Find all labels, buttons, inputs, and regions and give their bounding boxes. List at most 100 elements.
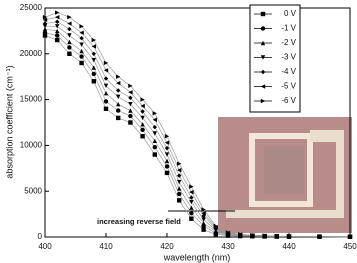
- data-point: [91, 51, 96, 56]
- data-point: [42, 33, 48, 38]
- data-point: [274, 233, 279, 239]
- data-point: [177, 191, 182, 197]
- data-point: [177, 161, 182, 166]
- data-point: [79, 30, 84, 35]
- data-point: [116, 88, 121, 93]
- data-point: [55, 19, 60, 24]
- data-point: [79, 60, 84, 66]
- data-point: [262, 233, 267, 238]
- x-tick-label: 410: [99, 242, 113, 251]
- data-point: [128, 95, 133, 100]
- data-point: [201, 221, 206, 226]
- data-point: [116, 101, 121, 107]
- data-point: [67, 39, 72, 45]
- data-point: [79, 42, 84, 47]
- data-point: [164, 170, 170, 176]
- legend-marker: [260, 26, 266, 31]
- data-point: [91, 58, 96, 63]
- data-point: [116, 108, 121, 113]
- data-point: [103, 76, 109, 81]
- data-point: [67, 14, 72, 20]
- data-point: [177, 179, 182, 185]
- data-point: [189, 184, 194, 189]
- data-point: [140, 103, 145, 109]
- y-tick-label: 15000: [20, 95, 43, 104]
- legend-marker: [260, 69, 266, 75]
- legend-label: -5 V: [281, 82, 296, 91]
- legend-marker: [260, 55, 266, 60]
- data-point: [91, 79, 96, 84]
- data-point: [91, 44, 96, 49]
- data-point: [55, 33, 60, 38]
- data-point: [128, 108, 133, 113]
- data-point: [91, 65, 96, 70]
- data-point: [201, 210, 206, 216]
- data-point: [250, 232, 255, 238]
- data-point: [103, 90, 109, 96]
- data-point: [67, 45, 72, 50]
- data-point: [42, 21, 48, 26]
- data-point: [91, 37, 96, 43]
- data-point: [152, 145, 157, 150]
- data-point: [55, 28, 60, 34]
- data-point: [79, 54, 84, 59]
- data-point: [189, 205, 194, 210]
- data-point: [55, 24, 60, 29]
- data-point: [103, 83, 109, 89]
- data-point: [189, 199, 194, 205]
- x-tick-label: 430: [221, 242, 235, 251]
- data-point: [91, 71, 97, 77]
- data-point: [347, 234, 353, 239]
- y-axis-label: absorption coefficient (cm⁻¹): [4, 65, 14, 178]
- data-point: [201, 217, 206, 222]
- data-point: [213, 223, 218, 229]
- plot-frame: [44, 7, 351, 238]
- annotation: increasing reverse field: [97, 217, 181, 226]
- data-point: [152, 152, 157, 157]
- data-point: [116, 94, 121, 100]
- data-point: [128, 83, 133, 89]
- data-point: [67, 33, 72, 38]
- data-point: [152, 138, 157, 144]
- y-tick-label: 0: [38, 232, 43, 241]
- data-point: [79, 36, 84, 41]
- data-point: [55, 37, 60, 43]
- x-tick-label: 450: [343, 242, 357, 251]
- inset-photo: [218, 117, 352, 233]
- data-point: [42, 24, 48, 29]
- data-point: [55, 14, 60, 20]
- data-point: [189, 210, 194, 216]
- data-point: [103, 60, 109, 66]
- data-point: [177, 198, 182, 203]
- data-point: [140, 115, 145, 121]
- x-tick-label: 400: [38, 242, 52, 251]
- data-point: [42, 17, 48, 23]
- data-point: [201, 227, 206, 232]
- legend-label: -2 V: [281, 38, 296, 47]
- data-point: [128, 90, 133, 95]
- data-point: [164, 158, 170, 164]
- data-point: [189, 189, 194, 195]
- data-point: [238, 232, 243, 237]
- data-point: [42, 14, 48, 20]
- data-point: [140, 109, 145, 114]
- x-tick-label: 440: [282, 242, 296, 251]
- data-point: [152, 111, 157, 116]
- data-point: [286, 234, 292, 239]
- data-point: [164, 145, 170, 151]
- data-point: [116, 115, 121, 121]
- data-point: [103, 106, 109, 111]
- legend-marker: [260, 40, 266, 46]
- data-point: [55, 10, 60, 15]
- data-point: [317, 234, 322, 239]
- data-point: [152, 131, 157, 136]
- legend-marker: [260, 98, 266, 104]
- y-tick-label: 25000: [20, 3, 43, 12]
- data-point: [42, 26, 48, 32]
- data-point: [189, 216, 194, 221]
- y-tick-label: 20000: [20, 49, 43, 58]
- data-point: [201, 207, 206, 212]
- data-point: [79, 48, 84, 54]
- data-point: [140, 122, 145, 127]
